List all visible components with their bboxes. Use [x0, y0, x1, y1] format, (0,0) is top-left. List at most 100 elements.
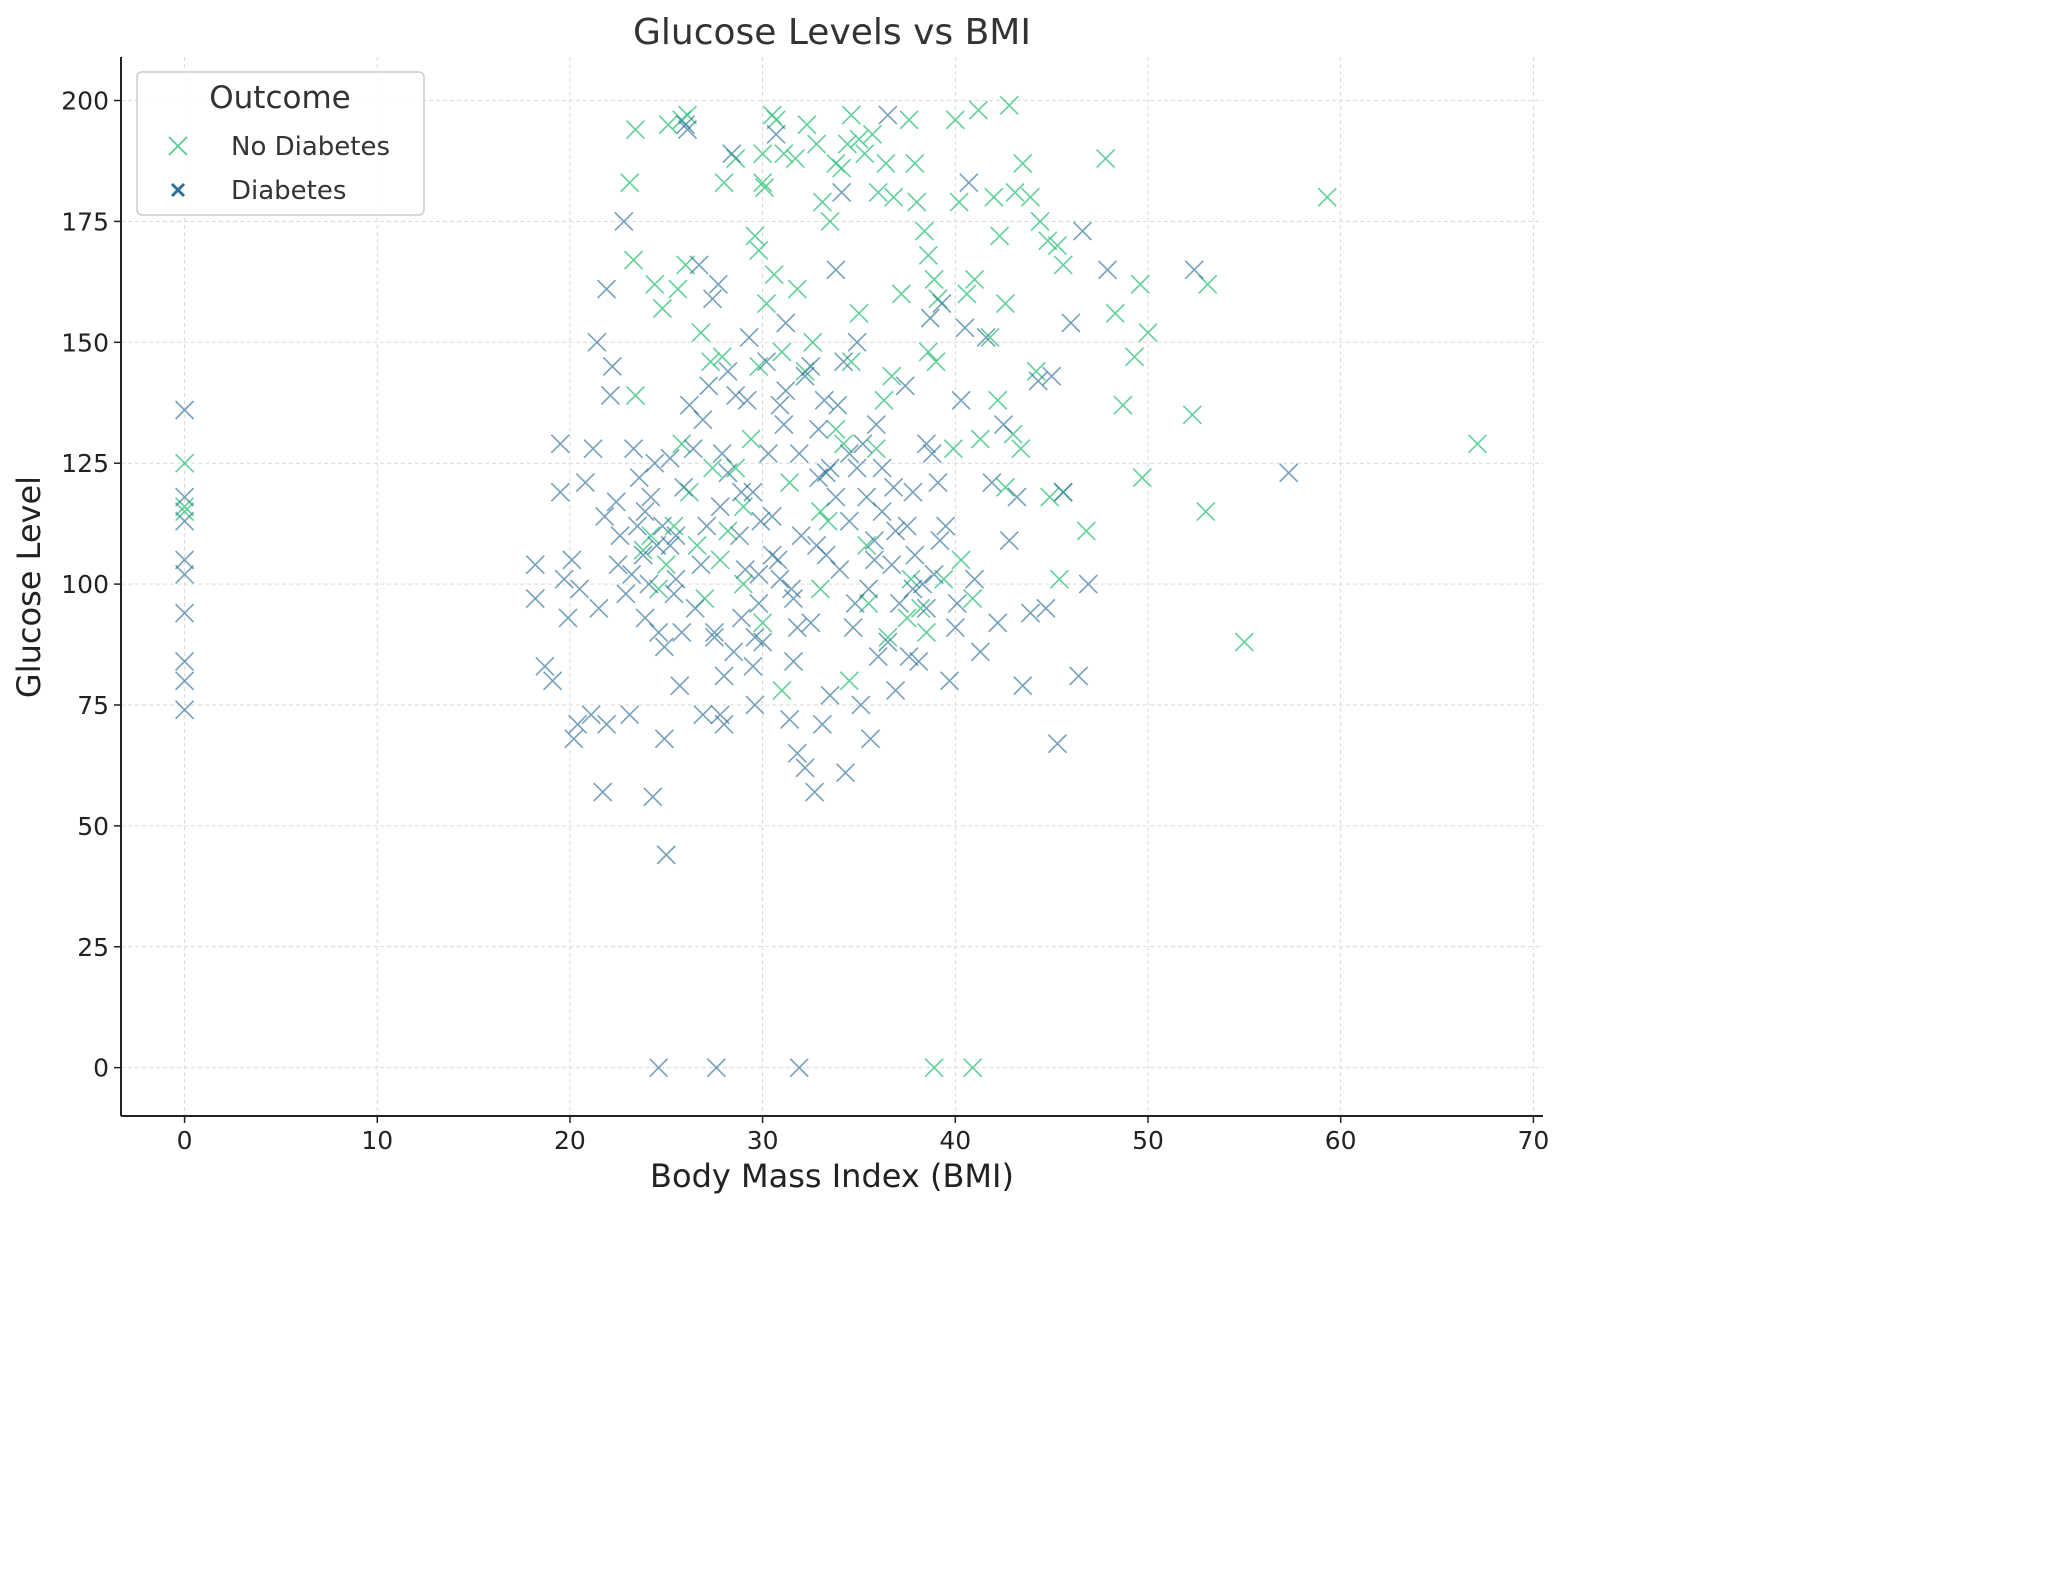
point-diabetes — [924, 564, 944, 584]
point-diabetes — [731, 608, 752, 628]
point-diabetes — [583, 439, 603, 459]
point-diabetes — [897, 516, 917, 536]
point-no-diabetes — [963, 589, 983, 609]
y-tick-label: 175 — [61, 207, 109, 236]
point-diabetes — [568, 714, 588, 734]
point-diabetes — [916, 598, 936, 618]
point-diabetes — [970, 642, 990, 662]
point-diabetes — [882, 555, 902, 575]
point-no-diabetes — [884, 187, 904, 207]
legend-label-diabetes: Diabetes — [231, 176, 346, 206]
legend-marker-no-diabetes — [168, 136, 188, 156]
point-no-diabetes — [753, 173, 773, 193]
point-diabetes — [175, 651, 195, 672]
point-diabetes — [922, 443, 942, 464]
point-diabetes — [820, 685, 840, 705]
point-diabetes — [959, 173, 979, 193]
point-diabetes — [614, 211, 634, 231]
point-no-diabetes — [753, 613, 773, 633]
point-no-diabetes — [1038, 231, 1058, 251]
point-diabetes — [947, 593, 967, 613]
point-no-diabetes — [772, 680, 792, 701]
point-diabetes — [884, 477, 904, 497]
point-diabetes — [826, 487, 846, 507]
point-diabetes — [808, 419, 829, 439]
point-no-diabetes — [951, 550, 971, 570]
point-diabetes — [600, 385, 620, 406]
point-diabetes — [558, 608, 578, 628]
y-tick-label: 25 — [77, 933, 109, 962]
point-diabetes — [912, 574, 933, 594]
point-diabetes — [878, 632, 898, 652]
point-no-diabetes — [175, 497, 195, 517]
point-diabetes — [699, 376, 719, 396]
point-diabetes — [745, 695, 765, 715]
point-no-diabetes — [963, 1058, 983, 1078]
x-tick-label: 40 — [939, 1126, 971, 1155]
point-no-diabetes — [990, 226, 1010, 246]
point-no-diabetes — [1096, 148, 1116, 169]
point-diabetes — [1279, 463, 1299, 483]
point-diabetes — [791, 526, 811, 546]
point-diabetes — [635, 501, 655, 522]
legend-marker-no-diabetes-icon — [168, 136, 188, 156]
point-diabetes — [525, 589, 545, 609]
point-diabetes — [718, 361, 738, 381]
point-diabetes — [758, 443, 778, 464]
point-diabetes — [976, 327, 996, 348]
point-diabetes — [812, 714, 832, 734]
point-diabetes — [645, 453, 665, 473]
point-diabetes — [839, 443, 859, 464]
point-diabetes — [710, 497, 730, 517]
point-diabetes — [795, 366, 815, 386]
point-no-diabetes — [924, 1058, 944, 1078]
point-no-diabetes — [841, 105, 861, 125]
point-diabetes — [606, 492, 626, 512]
point-diabetes — [835, 763, 856, 783]
point-no-diabetes — [701, 352, 721, 372]
point-diabetes — [749, 564, 769, 584]
point-diabetes — [581, 705, 601, 725]
point-no-diabetes — [849, 303, 869, 323]
point-diabetes — [702, 289, 723, 309]
point-diabetes — [770, 395, 790, 415]
point-diabetes — [1047, 734, 1068, 754]
point-no-diabetes — [787, 279, 807, 299]
point-diabetes — [735, 560, 755, 580]
point-diabetes — [808, 468, 829, 488]
point-diabetes — [833, 352, 854, 372]
legend-title: Outcome — [209, 80, 350, 116]
point-diabetes — [175, 487, 195, 507]
point-no-diabetes — [641, 526, 661, 546]
point-no-diabetes — [926, 352, 946, 372]
point-diabetes — [789, 1058, 809, 1078]
point-diabetes — [1013, 676, 1033, 696]
point-diabetes — [643, 787, 663, 807]
point-no-diabetes — [774, 144, 794, 164]
point-diabetes — [868, 647, 888, 667]
legend-box — [136, 71, 425, 216]
legend-marker-diabetes — [170, 182, 186, 198]
point-diabetes — [776, 381, 796, 401]
point-no-diabetes — [764, 265, 784, 285]
point-no-diabetes — [826, 419, 846, 439]
point-diabetes — [550, 434, 570, 454]
point-diabetes — [175, 400, 195, 420]
point-diabetes — [828, 395, 848, 415]
point-no-diabetes — [841, 352, 861, 372]
point-diabetes — [724, 642, 744, 662]
point-diabetes — [666, 526, 686, 546]
point-no-diabetes — [175, 453, 195, 473]
point-diabetes — [988, 613, 1008, 633]
point-no-diabetes — [1005, 182, 1025, 202]
point-diabetes — [570, 579, 590, 599]
point-no-diabetes — [620, 173, 640, 193]
point-no-diabetes — [905, 153, 925, 173]
point-no-diabetes — [656, 555, 676, 575]
point-diabetes — [1184, 260, 1204, 280]
point-diabetes — [1042, 366, 1062, 386]
point-no-diabetes — [1234, 632, 1254, 652]
point-no-diabetes — [995, 477, 1015, 497]
point-diabetes — [593, 782, 613, 802]
point-no-diabetes — [818, 511, 838, 531]
